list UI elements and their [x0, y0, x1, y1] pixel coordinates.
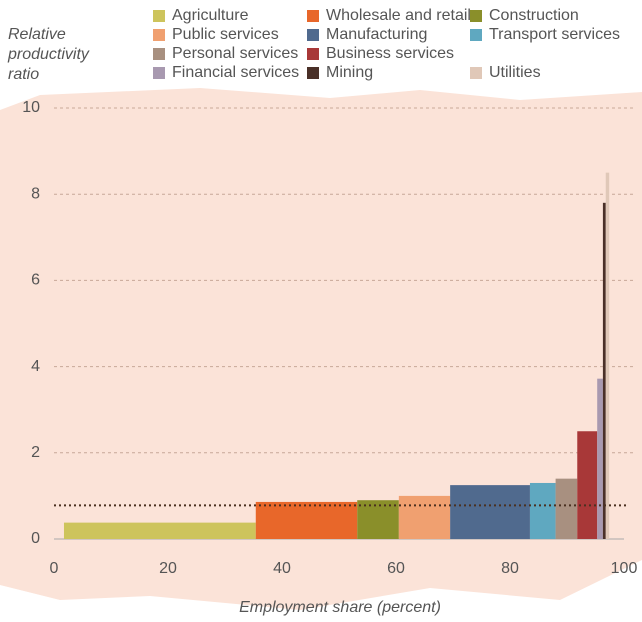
x-tick-label: 100: [611, 560, 638, 577]
legend-label: Transport services: [489, 26, 620, 43]
y-axis-label: Relative productivity ratio: [7, 26, 90, 83]
legend-label: Personal services: [172, 45, 298, 62]
bar: [529, 482, 556, 539]
y-tick-label: 8: [31, 185, 40, 202]
legend-label: Business services: [326, 45, 454, 62]
legend-swatch: [307, 10, 319, 22]
y-tick-label: 2: [31, 444, 40, 461]
y-tick-label: 6: [31, 272, 40, 289]
legend-label: Manufacturing: [326, 26, 427, 43]
legend-label: Financial services: [172, 64, 299, 81]
legend-swatch: [470, 29, 482, 41]
legend-label: Public services: [172, 26, 279, 43]
bar: [398, 495, 451, 539]
legend-swatch: [307, 67, 319, 79]
x-axis-label: Employment share (percent): [239, 599, 441, 616]
legend-label: Agriculture: [172, 7, 249, 24]
legend-label: Mining: [326, 64, 373, 81]
legend-swatch: [470, 67, 482, 79]
y-tick-label: 10: [22, 99, 40, 116]
bar: [63, 522, 256, 539]
bar: [577, 431, 598, 539]
y-tick-label: 0: [31, 530, 40, 547]
x-tick-label: 80: [501, 560, 519, 577]
legend-swatch: [153, 48, 165, 60]
x-tick-label: 20: [159, 560, 177, 577]
legend-label: Utilities: [489, 64, 541, 81]
bar: [450, 485, 530, 539]
legend-swatch: [307, 29, 319, 41]
legend-swatch: [470, 10, 482, 22]
legend-swatch: [307, 48, 319, 60]
bar: [602, 202, 606, 539]
x-tick-label: 40: [273, 560, 291, 577]
y-tick-label: 4: [31, 358, 40, 375]
legend-label: Wholesale and retail: [326, 7, 471, 24]
legend-label: Construction: [489, 7, 579, 24]
x-tick-label: 0: [50, 560, 59, 577]
legend-swatch: [153, 10, 165, 22]
bar: [555, 478, 578, 539]
background-blob: [0, 88, 642, 610]
legend-swatch: [153, 67, 165, 79]
legend-swatch: [153, 29, 165, 41]
bar: [255, 501, 358, 539]
bar: [597, 378, 603, 539]
bar: [357, 500, 399, 539]
bar: [605, 172, 610, 539]
x-tick-label: 60: [387, 560, 405, 577]
